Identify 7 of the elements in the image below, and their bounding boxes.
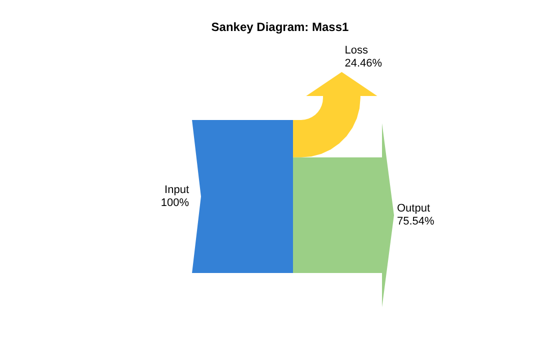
- data-label: 100%: [160, 197, 190, 209]
- data-label: 24.46%: [344, 58, 382, 70]
- text: Sankey Diagram: Mass1: [211, 20, 350, 34]
- category-label: Output: [397, 202, 430, 215]
- data-label: 75.54%: [397, 216, 435, 228]
- category-label: Loss: [344, 44, 368, 56]
- category-label: Input: [164, 184, 189, 196]
